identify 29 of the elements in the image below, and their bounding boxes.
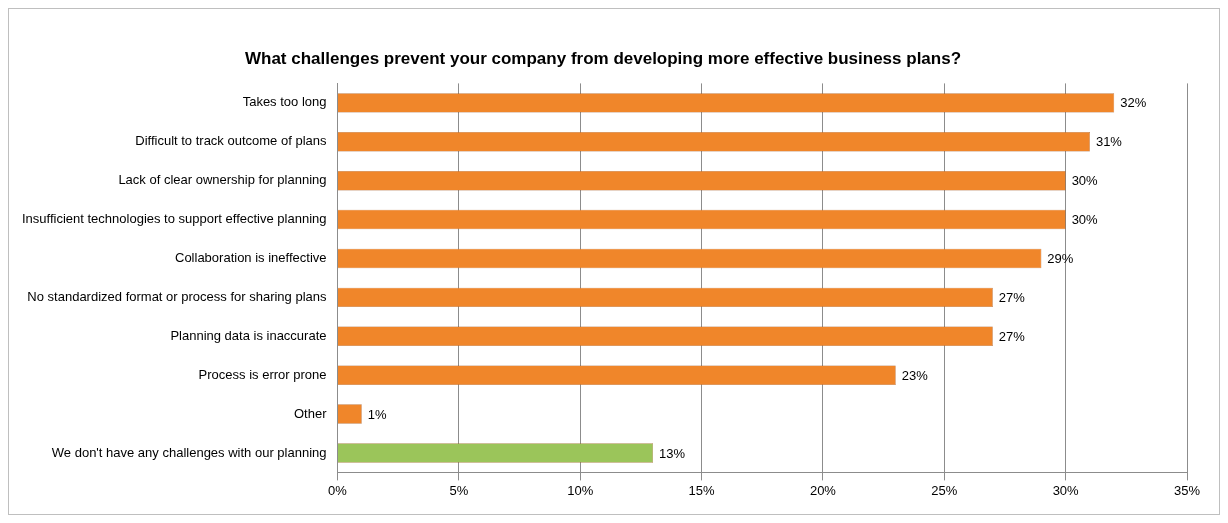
y-tick-label: We don't have any challenges with our planning (51, 444, 327, 460)
y-tick-label: Process is error prone (198, 366, 327, 382)
x-tick-label: 30% (1052, 482, 1080, 498)
x-tick-label: 0% (328, 482, 348, 498)
data-label: 1% (367, 406, 387, 422)
x-tick-label: 20% (809, 482, 837, 498)
data-label: 27% (998, 328, 1026, 344)
y-tick-label: No standardized format or process for sharing plans (27, 288, 327, 304)
x-tick-label: 10% (567, 482, 594, 498)
x-tick-label: 15% (688, 482, 716, 498)
x-tick-label: 5% (449, 482, 469, 498)
data-label: 23% (901, 367, 929, 383)
data-label: 30% (1071, 173, 1099, 189)
y-tick-label: Lack of clear ownership for planning (118, 172, 327, 188)
data-label: 27% (998, 289, 1026, 305)
data-label: 29% (1047, 251, 1074, 267)
y-tick-label: Other (293, 405, 328, 421)
data-label: 13% (659, 445, 686, 461)
data-label: 30% (1071, 212, 1099, 228)
y-tick-label: Takes too long (242, 94, 327, 110)
x-tick-label: 25% (931, 482, 958, 498)
data-label: 32% (1120, 95, 1147, 111)
x-tick-label: 35% (1173, 482, 1201, 498)
y-tick-label: Insufficient technologies to support effective planning (21, 211, 327, 227)
chart-title: What challenges prevent your company from developing more effective business plans? (244, 48, 962, 68)
y-tick-label: Planning data is inaccurate (170, 327, 327, 343)
y-tick-label: Collaboration is ineffective (174, 250, 327, 266)
data-label: 31% (1095, 134, 1123, 150)
y-tick-label: Difficult to track outcome of plans (135, 133, 327, 149)
